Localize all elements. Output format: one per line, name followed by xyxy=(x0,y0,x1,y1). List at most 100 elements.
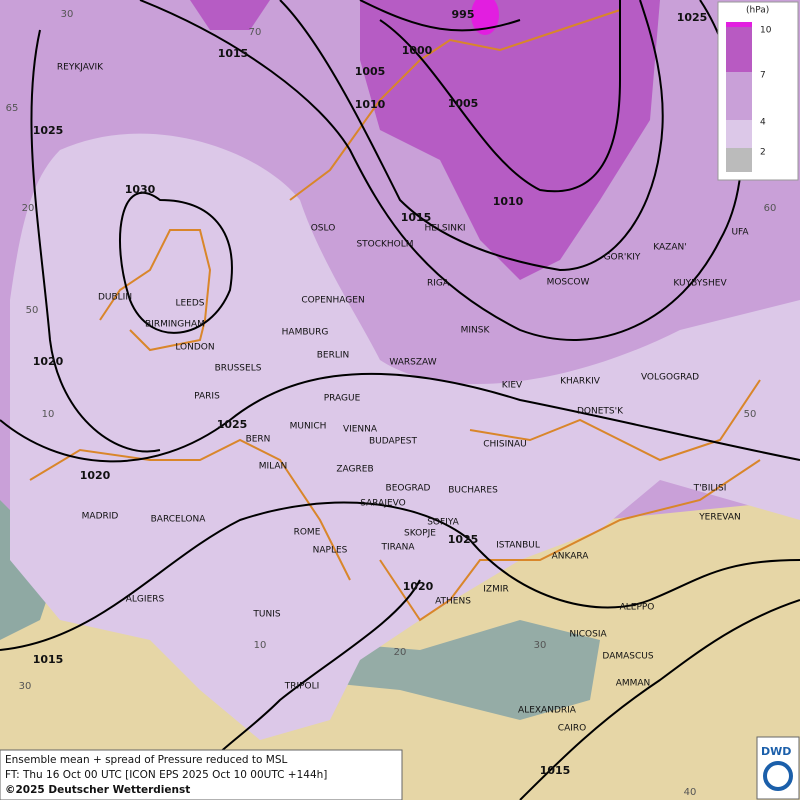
isobar-label: 1010 xyxy=(493,195,524,208)
city-label: DAMASCUS xyxy=(602,652,653,662)
legend-unit: (hPa) xyxy=(746,6,769,16)
graticule-label: 30 xyxy=(61,9,74,20)
city-label: COPENHAGEN xyxy=(301,296,364,306)
city-label: AMMAN xyxy=(616,679,651,689)
isobar-label: 1000 xyxy=(402,44,433,57)
legend-level: 7 xyxy=(760,71,766,81)
city-label: ROME xyxy=(294,528,321,538)
city-label: MINSK xyxy=(461,326,491,336)
graticule-label: 70 xyxy=(249,27,262,38)
city-label: WARSZAW xyxy=(389,358,436,368)
city-label: IZMIR xyxy=(483,585,509,595)
city-label: ISTANBUL xyxy=(496,541,540,551)
city-label: BERLIN xyxy=(317,351,350,361)
legend-swatch xyxy=(726,22,752,27)
max-spread-region xyxy=(471,0,499,35)
legend-swatch xyxy=(726,148,752,172)
graticule-label: 60 xyxy=(764,203,777,214)
city-label: KUYBYSHEV xyxy=(673,279,727,289)
isobar-label: 1015 xyxy=(540,764,571,777)
graticule-label: 50 xyxy=(744,409,757,420)
city-label: SARAJEVO xyxy=(360,499,406,509)
legend-swatch xyxy=(726,120,752,148)
city-label: GOR'KIY xyxy=(604,253,641,263)
city-label: LEEDS xyxy=(175,299,204,309)
isobar-label: 1025 xyxy=(217,418,248,431)
city-label: TIRANA xyxy=(380,543,415,553)
legend-level: 2 xyxy=(760,148,766,158)
city-label: DUBLIN xyxy=(98,293,132,303)
city-label: ANKARA xyxy=(552,552,590,562)
city-label: VIENNA xyxy=(343,425,378,435)
isobar-label: 1005 xyxy=(448,97,479,110)
city-label: NAPLES xyxy=(313,546,348,556)
city-label: OSLO xyxy=(311,224,336,234)
city-label: PRAGUE xyxy=(324,394,361,404)
city-label: KHARKIV xyxy=(560,377,601,387)
isobar-label: 1020 xyxy=(403,580,434,593)
graticule-label: 65 xyxy=(6,103,19,114)
city-label: KAZAN' xyxy=(653,243,686,253)
graticule-label: 10 xyxy=(42,409,55,420)
city-label: YEREVAN xyxy=(698,513,741,523)
city-label: NICOSIA xyxy=(569,630,607,640)
legend-swatch xyxy=(726,22,752,72)
graticule-label: 10 xyxy=(254,640,267,651)
isobar-label: 1020 xyxy=(80,469,111,482)
city-label: TRIPOLI xyxy=(284,682,320,692)
isobar-label: 1025 xyxy=(448,533,479,546)
graticule-label: 50 xyxy=(26,305,39,316)
city-label: ALEXANDRIA xyxy=(518,706,577,716)
isobar-label: 1015 xyxy=(401,211,432,224)
city-label: ALEPPO xyxy=(620,603,655,613)
city-label: UFA xyxy=(731,228,749,238)
legend-swatch xyxy=(726,72,752,120)
city-label: RIGA xyxy=(427,279,450,289)
city-label: SOFIYA xyxy=(427,518,459,528)
footer-line: FT: Thu 16 Oct 00 UTC [ICON EPS 2025 Oct… xyxy=(5,769,327,781)
isobar-label: 1025 xyxy=(677,11,708,24)
city-label: BIRMINGHAM xyxy=(145,320,205,330)
city-label: MILAN xyxy=(259,462,288,472)
high-spread-region xyxy=(360,0,660,280)
city-label: BEOGRAD xyxy=(386,484,431,494)
legend-level: 4 xyxy=(760,118,766,128)
isobar-label: 1020 xyxy=(33,355,64,368)
city-label: BARCELONA xyxy=(151,515,207,525)
isobar-label: 1010 xyxy=(355,98,386,111)
city-label: BUDAPEST xyxy=(369,437,418,447)
city-label: KIEV xyxy=(502,381,523,391)
city-label: ALGIERS xyxy=(126,595,165,605)
graticule-label: 30 xyxy=(19,681,32,692)
logo-text: DWD xyxy=(761,745,791,758)
city-label: HELSINKI xyxy=(424,224,465,234)
city-label: PARIS xyxy=(194,392,220,402)
isobar-label: 995 xyxy=(452,8,475,21)
isobar-label: 1025 xyxy=(33,124,64,137)
high-spread-region xyxy=(190,0,270,30)
isobar-label: 1005 xyxy=(355,65,386,78)
city-label: ZAGREB xyxy=(336,465,373,475)
city-label: VOLGOGRAD xyxy=(641,373,699,383)
legend-level: 10 xyxy=(760,26,772,36)
graticule-label: 20 xyxy=(394,647,407,658)
isobar-label: 1015 xyxy=(218,47,249,60)
logo-icon xyxy=(763,761,793,791)
city-label: CHISINAU xyxy=(483,440,527,450)
footer-line: Ensemble mean + spread of Pressure reduc… xyxy=(5,754,288,766)
city-label: BRUSSELS xyxy=(215,364,262,374)
graticule-label: 20 xyxy=(22,203,35,214)
city-label: STOCKHOLM xyxy=(356,240,413,250)
city-label: T'BILISI xyxy=(693,484,727,494)
logo-box xyxy=(756,736,800,800)
city-label: REYKJAVIK xyxy=(57,63,104,73)
city-label: BUCHARES xyxy=(448,486,498,496)
city-label: BERN xyxy=(246,435,271,445)
graticule-label: 30 xyxy=(534,640,547,651)
footer-line: ©2025 Deutscher Wetterdienst xyxy=(5,784,190,796)
city-label: CAIRO xyxy=(558,724,586,734)
city-label: MOSCOW xyxy=(547,278,590,288)
coastlines xyxy=(29,9,761,622)
city-label: MADRID xyxy=(82,512,119,522)
